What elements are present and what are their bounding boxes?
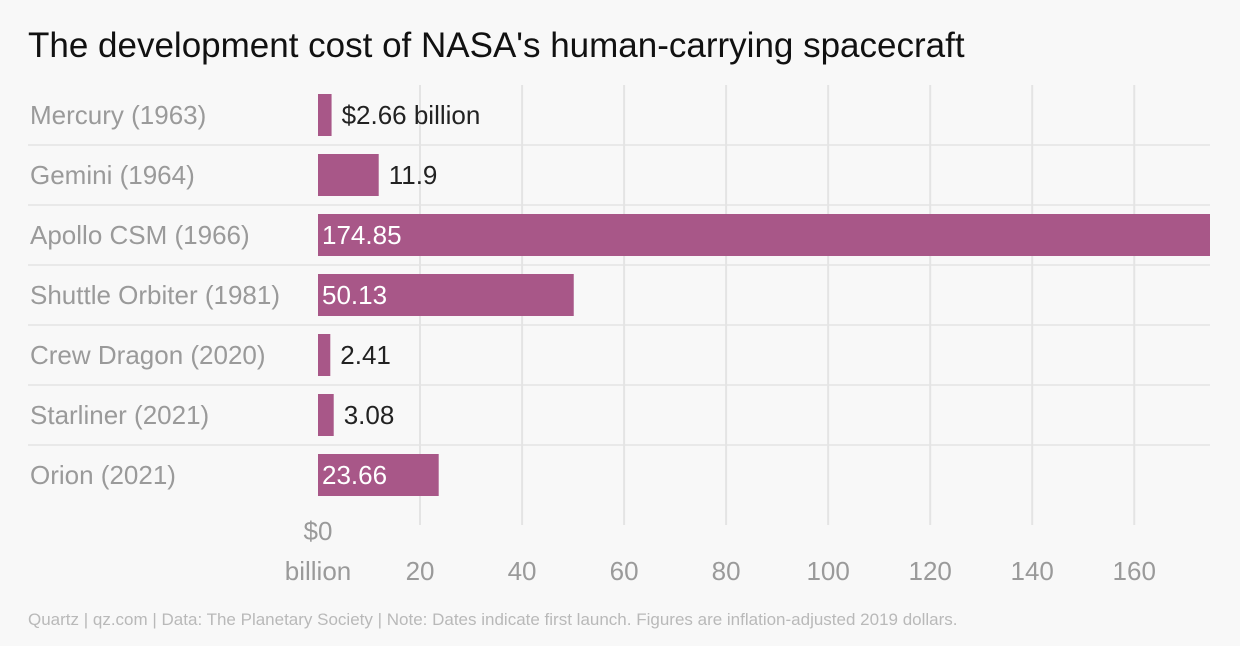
category-label: Starliner (2021) [30, 400, 209, 430]
x-tick-label: 140 [1011, 556, 1054, 586]
x-tick-label: $0 billion [285, 516, 352, 586]
chart-title: The development cost of NASA's human-car… [28, 26, 965, 65]
category-label: Gemini (1964) [30, 160, 195, 190]
horizontal-gridlines [28, 144, 1210, 446]
x-tick-label: 100 [806, 556, 849, 586]
value-label: 50.13 [322, 280, 387, 310]
category-label: Crew Dragon (2020) [30, 340, 266, 370]
value-label: 174.85 [322, 220, 402, 250]
x-tick-label: 80 [712, 556, 741, 586]
source-footer: Quartz | qz.com | Data: The Planetary So… [28, 610, 958, 629]
bar [318, 394, 334, 436]
bar [318, 154, 379, 196]
category-label: Apollo CSM (1966) [30, 220, 250, 250]
value-label: $2.66 billion [342, 100, 481, 130]
bar [318, 274, 574, 316]
x-tick-label: 40 [508, 556, 537, 586]
value-label: 23.66 [322, 460, 387, 490]
x-axis-tick-labels: $0 billion 20 40 60 80 100 120 140 160 [285, 516, 1156, 586]
bars [318, 94, 1210, 496]
bar-chart: Mercury (1963) Gemini (1964) Apollo CSM (1… [28, 85, 1210, 586]
category-labels: Mercury (1963) Gemini (1964) Apollo CSM (1… [30, 100, 280, 490]
value-labels: $2.66 billion 11.9 174.85 50.13 2.41 3.08 23.6… [322, 100, 480, 490]
value-label: 11.9 [389, 160, 438, 190]
value-label: 2.41 [340, 340, 391, 370]
category-label: Mercury (1963) [30, 100, 206, 130]
bar [318, 214, 1210, 256]
category-label: Orion (2021) [30, 460, 176, 490]
bar [318, 334, 331, 376]
x-tick-label: 60 [610, 556, 639, 586]
value-label: 3.08 [344, 400, 395, 430]
x-tick-label: 120 [908, 556, 951, 586]
x-tick-label: 160 [1113, 556, 1156, 586]
category-label: Shuttle Orbiter (1981) [30, 280, 280, 310]
bar [318, 454, 439, 496]
x-tick-label: 20 [406, 556, 435, 586]
bar [318, 94, 332, 136]
